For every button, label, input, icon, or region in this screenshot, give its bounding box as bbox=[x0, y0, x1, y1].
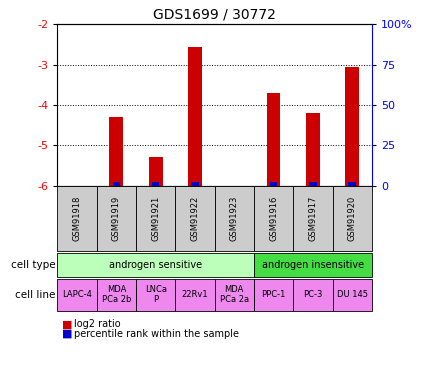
Text: MDA
PCa 2b: MDA PCa 2b bbox=[102, 285, 131, 304]
Bar bbox=[348, 182, 356, 186]
Text: androgen insensitive: androgen insensitive bbox=[262, 260, 364, 270]
Text: GSM91916: GSM91916 bbox=[269, 196, 278, 241]
Bar bbox=[270, 182, 278, 186]
Text: MDA
PCa 2a: MDA PCa 2a bbox=[220, 285, 249, 304]
Text: LNCa
P: LNCa P bbox=[144, 285, 167, 304]
Text: ▶: ▶ bbox=[58, 260, 66, 270]
Text: LAPC-4: LAPC-4 bbox=[62, 290, 92, 299]
Text: log2 ratio: log2 ratio bbox=[74, 320, 121, 329]
Text: ■: ■ bbox=[62, 320, 72, 329]
Bar bbox=[309, 182, 317, 186]
Text: GSM91918: GSM91918 bbox=[73, 196, 82, 241]
Bar bbox=[306, 113, 320, 186]
Bar bbox=[152, 182, 159, 186]
Bar bbox=[113, 182, 120, 186]
Text: ▶: ▶ bbox=[58, 290, 66, 300]
Text: GSM91919: GSM91919 bbox=[112, 196, 121, 241]
Text: androgen sensitive: androgen sensitive bbox=[109, 260, 202, 270]
Text: GSM91922: GSM91922 bbox=[190, 196, 199, 241]
Bar bbox=[191, 182, 199, 186]
Bar bbox=[149, 158, 162, 186]
Text: GSM91920: GSM91920 bbox=[348, 196, 357, 241]
Text: DU 145: DU 145 bbox=[337, 290, 368, 299]
Text: GSM91917: GSM91917 bbox=[309, 196, 317, 241]
Text: GSM91921: GSM91921 bbox=[151, 196, 160, 241]
Bar bbox=[188, 46, 202, 186]
Bar bbox=[110, 117, 123, 186]
Text: ■: ■ bbox=[62, 329, 72, 339]
Title: GDS1699 / 30772: GDS1699 / 30772 bbox=[153, 8, 276, 22]
Text: 22Rv1: 22Rv1 bbox=[181, 290, 208, 299]
Text: PPC-1: PPC-1 bbox=[261, 290, 286, 299]
Bar bbox=[346, 67, 359, 186]
Text: PC-3: PC-3 bbox=[303, 290, 323, 299]
Text: percentile rank within the sample: percentile rank within the sample bbox=[74, 329, 239, 339]
Text: GSM91923: GSM91923 bbox=[230, 196, 239, 241]
Bar bbox=[267, 93, 280, 186]
Text: cell line: cell line bbox=[15, 290, 55, 300]
Text: cell type: cell type bbox=[11, 260, 55, 270]
